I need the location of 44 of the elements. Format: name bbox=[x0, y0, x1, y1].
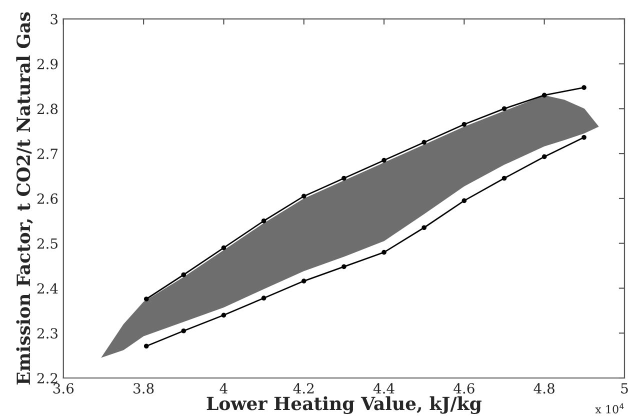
y-tick-label: 2.6 bbox=[37, 193, 58, 204]
x-tick-label: 4.4 bbox=[373, 383, 394, 394]
point bbox=[462, 198, 467, 204]
text: x 10$^{4}$ bbox=[595, 403, 624, 414]
x-tick-label: 4.6 bbox=[454, 383, 474, 394]
y-tick-label: 2.3 bbox=[37, 328, 58, 339]
x-tick-label: 3.8 bbox=[134, 383, 154, 394]
point bbox=[181, 272, 186, 278]
x-axis-title: Lower Heating Value, kJ/kg bbox=[206, 396, 482, 414]
point bbox=[422, 140, 427, 145]
x-tick-label: 4.2 bbox=[293, 383, 314, 394]
point bbox=[144, 344, 149, 349]
x-tick-label: 4 bbox=[220, 383, 228, 394]
point bbox=[181, 328, 186, 334]
y-tick-label: 2.5 bbox=[37, 238, 58, 249]
point bbox=[382, 250, 386, 255]
point bbox=[261, 218, 266, 224]
point bbox=[502, 106, 507, 112]
y-tick-label: 2.2 bbox=[37, 372, 58, 384]
y-tick-label: 3 bbox=[50, 14, 58, 24]
point bbox=[221, 312, 226, 318]
point bbox=[342, 264, 346, 270]
point bbox=[301, 194, 306, 199]
x-tick-label: 5 bbox=[621, 383, 628, 394]
point bbox=[542, 154, 547, 160]
y-tick-label: 2.9 bbox=[37, 58, 58, 70]
point bbox=[261, 296, 266, 301]
point bbox=[462, 122, 467, 127]
y-axis-title: Emission Factor, t CO2/t Natural Gas bbox=[16, 12, 33, 385]
point bbox=[382, 158, 386, 163]
y-tick-label: 2.8 bbox=[37, 104, 58, 114]
x-tick-label: 3.6 bbox=[53, 383, 74, 394]
point bbox=[582, 134, 586, 140]
point bbox=[582, 85, 586, 90]
point bbox=[144, 296, 149, 302]
point bbox=[342, 176, 346, 181]
point bbox=[542, 92, 547, 98]
x-tick-label: 4.8 bbox=[534, 383, 554, 394]
point bbox=[221, 245, 226, 250]
y-tick-label: 2.7 bbox=[37, 148, 58, 160]
y-tick-label: 2.4 bbox=[37, 283, 58, 294]
point bbox=[422, 225, 427, 230]
point bbox=[502, 176, 507, 181]
point bbox=[301, 278, 306, 284]
